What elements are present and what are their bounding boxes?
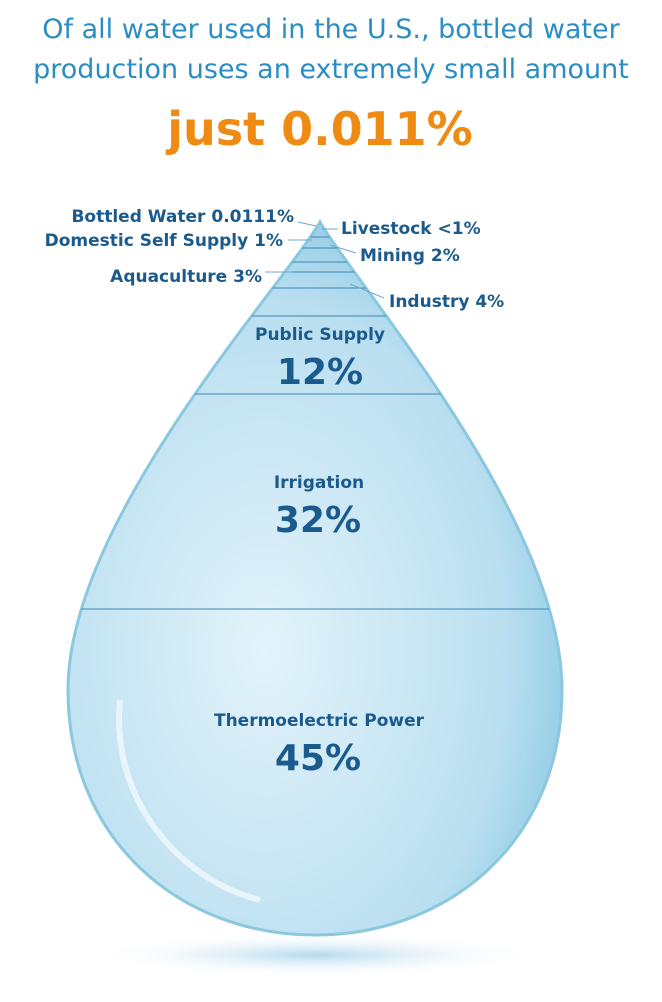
small-label: Livestock <1% bbox=[341, 219, 481, 239]
water-drop bbox=[66, 219, 564, 937]
header-line: Of all water used in the U.S., bottled w… bbox=[42, 14, 620, 45]
leader-line bbox=[329, 244, 357, 254]
section-name: Thermoelectric Power bbox=[214, 711, 425, 731]
header-line: production uses an extremely small amoun… bbox=[33, 54, 629, 85]
leader-line bbox=[297, 221, 317, 227]
section-name: Public Supply bbox=[255, 325, 385, 345]
small-label: Domestic Self Supply 1% bbox=[45, 231, 283, 251]
section-name: Irrigation bbox=[274, 473, 364, 493]
small-label: Industry 4% bbox=[389, 292, 504, 312]
drop-highlight bbox=[116, 699, 261, 903]
drop-shadow bbox=[85, 933, 545, 977]
section-percent: 12% bbox=[277, 352, 363, 393]
header-highlight: just 0.011% bbox=[165, 102, 473, 156]
small-label: Mining 2% bbox=[360, 246, 460, 266]
small-label: Bottled Water 0.0111% bbox=[71, 207, 294, 227]
section-percent: 32% bbox=[275, 500, 361, 541]
small-label: Aquaculture 3% bbox=[110, 267, 262, 287]
section-percent: 45% bbox=[275, 738, 361, 779]
leader-line bbox=[349, 283, 385, 299]
